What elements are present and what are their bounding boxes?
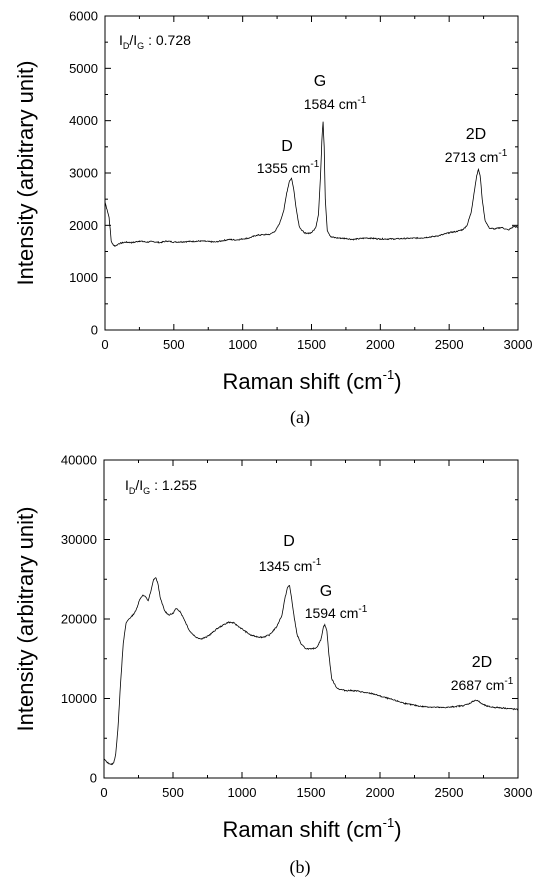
- y-tick-label-b-2: 20000: [61, 612, 97, 627]
- peak-2d-sup-b: -1: [504, 676, 513, 687]
- y-tick-label-a-6: 6000: [69, 9, 98, 24]
- x-axis-title-a: Raman shift (cm-1): [222, 367, 401, 394]
- y-axis-title-b: Intensity (arbitrary unit): [13, 507, 38, 732]
- ratio-label-b: ID/IG : 1.255: [125, 477, 197, 496]
- x-axis-title-sup-a: -1: [383, 367, 395, 382]
- peak-2d-unit-b: cm: [482, 677, 505, 693]
- ratio-i-b: I: [125, 477, 129, 493]
- peak-d-unit-a: cm: [288, 160, 311, 176]
- peak-2d-pos-value-b: 2687: [451, 677, 482, 693]
- ratio-d-sub-a: D: [123, 41, 130, 51]
- x-axis-title-end-b: ): [394, 817, 401, 842]
- ratio-value-b: : 1.255: [150, 477, 197, 493]
- peak-d-pos-value-b: 1345: [259, 558, 290, 574]
- x-tick-label-b-2: 1000: [228, 785, 257, 800]
- y-tick-label-b-1: 10000: [61, 691, 97, 706]
- peak-2d-sup-a: -1: [498, 148, 507, 159]
- peak-g-name-b: G: [320, 583, 332, 600]
- ratio-value-a: : 0.728: [144, 32, 191, 48]
- x-tick-label-a-1: 500: [163, 337, 185, 352]
- panel-a: 0 500 1000 1500 2000 2500 3000 0 1000 2000 3000 400…: [13, 9, 532, 429]
- y-tick-label-a-0: 0: [91, 323, 98, 338]
- series-line-a: [104, 121, 519, 247]
- peak-2d-name-b: 2D: [472, 654, 492, 671]
- ratio-d-sub-b: D: [129, 486, 136, 496]
- peak-g-sup-b: -1: [358, 604, 367, 615]
- x-tick-label-b-3: 1500: [297, 785, 326, 800]
- peak-d-sup-a: -1: [310, 159, 319, 170]
- y-tick-label-b-3: 30000: [61, 532, 97, 547]
- ratio-i-a: I: [119, 32, 123, 48]
- plot-frame-a: [104, 15, 519, 331]
- x-tick-label-b-0: 0: [100, 785, 107, 800]
- ticks-b: 0 500 1000 1500 2000 2500 30000100002000030000…: [61, 453, 533, 801]
- peak-g-unit-a: cm: [335, 96, 358, 112]
- peak-g-sup-a: -1: [357, 95, 366, 106]
- peak-g-pos-a: 1584 cm-1: [304, 95, 367, 112]
- y-axis-title-a: Intensity (arbitrary unit): [13, 61, 38, 286]
- peak-d-name-a: D: [281, 138, 293, 155]
- peak-d-unit-b: cm: [290, 558, 313, 574]
- x-tick-label-b-5: 2500: [435, 785, 464, 800]
- x-tick-label-b-1: 500: [162, 785, 184, 800]
- peak-2d-pos-a: 2713 cm-1: [445, 148, 508, 165]
- x-tick-label-a-0: 0: [101, 337, 108, 352]
- peak-g-unit-b: cm: [336, 605, 359, 621]
- peak-2d-pos-b: 2687 cm-1: [451, 676, 514, 693]
- panel-b: 0 500 1000 1500 2000 2500 30000100002000030000…: [13, 453, 532, 879]
- x-tick-label-a-4: 2000: [366, 337, 395, 352]
- y-tick-label-a-2: 2000: [69, 218, 98, 233]
- caption-a: (a): [290, 407, 310, 428]
- ratio-label-a: ID/IG : 0.728: [119, 32, 191, 51]
- y-tick-label-b-0: 0: [90, 771, 97, 786]
- y-tick-label-b-4: 40000: [61, 453, 97, 468]
- x-tick-label-a-2: 1000: [228, 337, 257, 352]
- x-tick-label-a-6: 3000: [504, 337, 533, 352]
- ratio-g-sub-a: G: [137, 41, 144, 51]
- peak-d-pos-value-a: 1355: [257, 160, 288, 176]
- peak-2d-unit-a: cm: [476, 149, 499, 165]
- x-tick-label-a-5: 2500: [435, 337, 464, 352]
- y-tick-label-a-5: 5000: [69, 61, 98, 76]
- x-axis-title-sup-b: -1: [383, 815, 395, 830]
- peak-g-pos-value-a: 1584: [304, 96, 335, 112]
- peak-g-pos-b: 1594 cm-1: [305, 604, 368, 621]
- ratio-slash-b: /I: [135, 477, 143, 493]
- peak-d-pos-b: 1345 cm-1: [259, 557, 322, 574]
- x-axis-title-main-a: Raman shift (cm: [222, 369, 382, 394]
- x-tick-label-b-4: 2000: [366, 785, 395, 800]
- x-axis-title-main-b: Raman shift (cm: [222, 817, 382, 842]
- peak-g-pos-value-b: 1594: [305, 605, 336, 621]
- y-tick-label-a-3: 3000: [69, 166, 98, 181]
- peak-d-name-b: D: [283, 533, 295, 550]
- peak-d-sup-b: -1: [312, 557, 321, 568]
- x-axis-title-end-a: ): [394, 369, 401, 394]
- ticks-a: 0 500 1000 1500 2000 2500 3000 0 1000 2000 3000 400…: [69, 9, 532, 353]
- x-axis-title-b: Raman shift (cm-1): [222, 815, 401, 842]
- y-tick-label-a-1: 1000: [69, 270, 98, 285]
- ratio-g-sub-b: G: [143, 486, 150, 496]
- series-line-b: [103, 577, 519, 766]
- peak-g-name-a: G: [314, 73, 326, 90]
- peak-2d-name-a: 2D: [466, 126, 486, 143]
- peak-2d-pos-value-a: 2713: [445, 149, 476, 165]
- caption-b: (b): [290, 857, 311, 878]
- peak-d-pos-a: 1355 cm-1: [257, 159, 320, 176]
- x-tick-label-a-3: 1500: [297, 337, 326, 352]
- ratio-slash-a: /I: [129, 32, 137, 48]
- y-tick-label-a-4: 4000: [69, 113, 98, 128]
- x-tick-label-b-6: 3000: [504, 785, 533, 800]
